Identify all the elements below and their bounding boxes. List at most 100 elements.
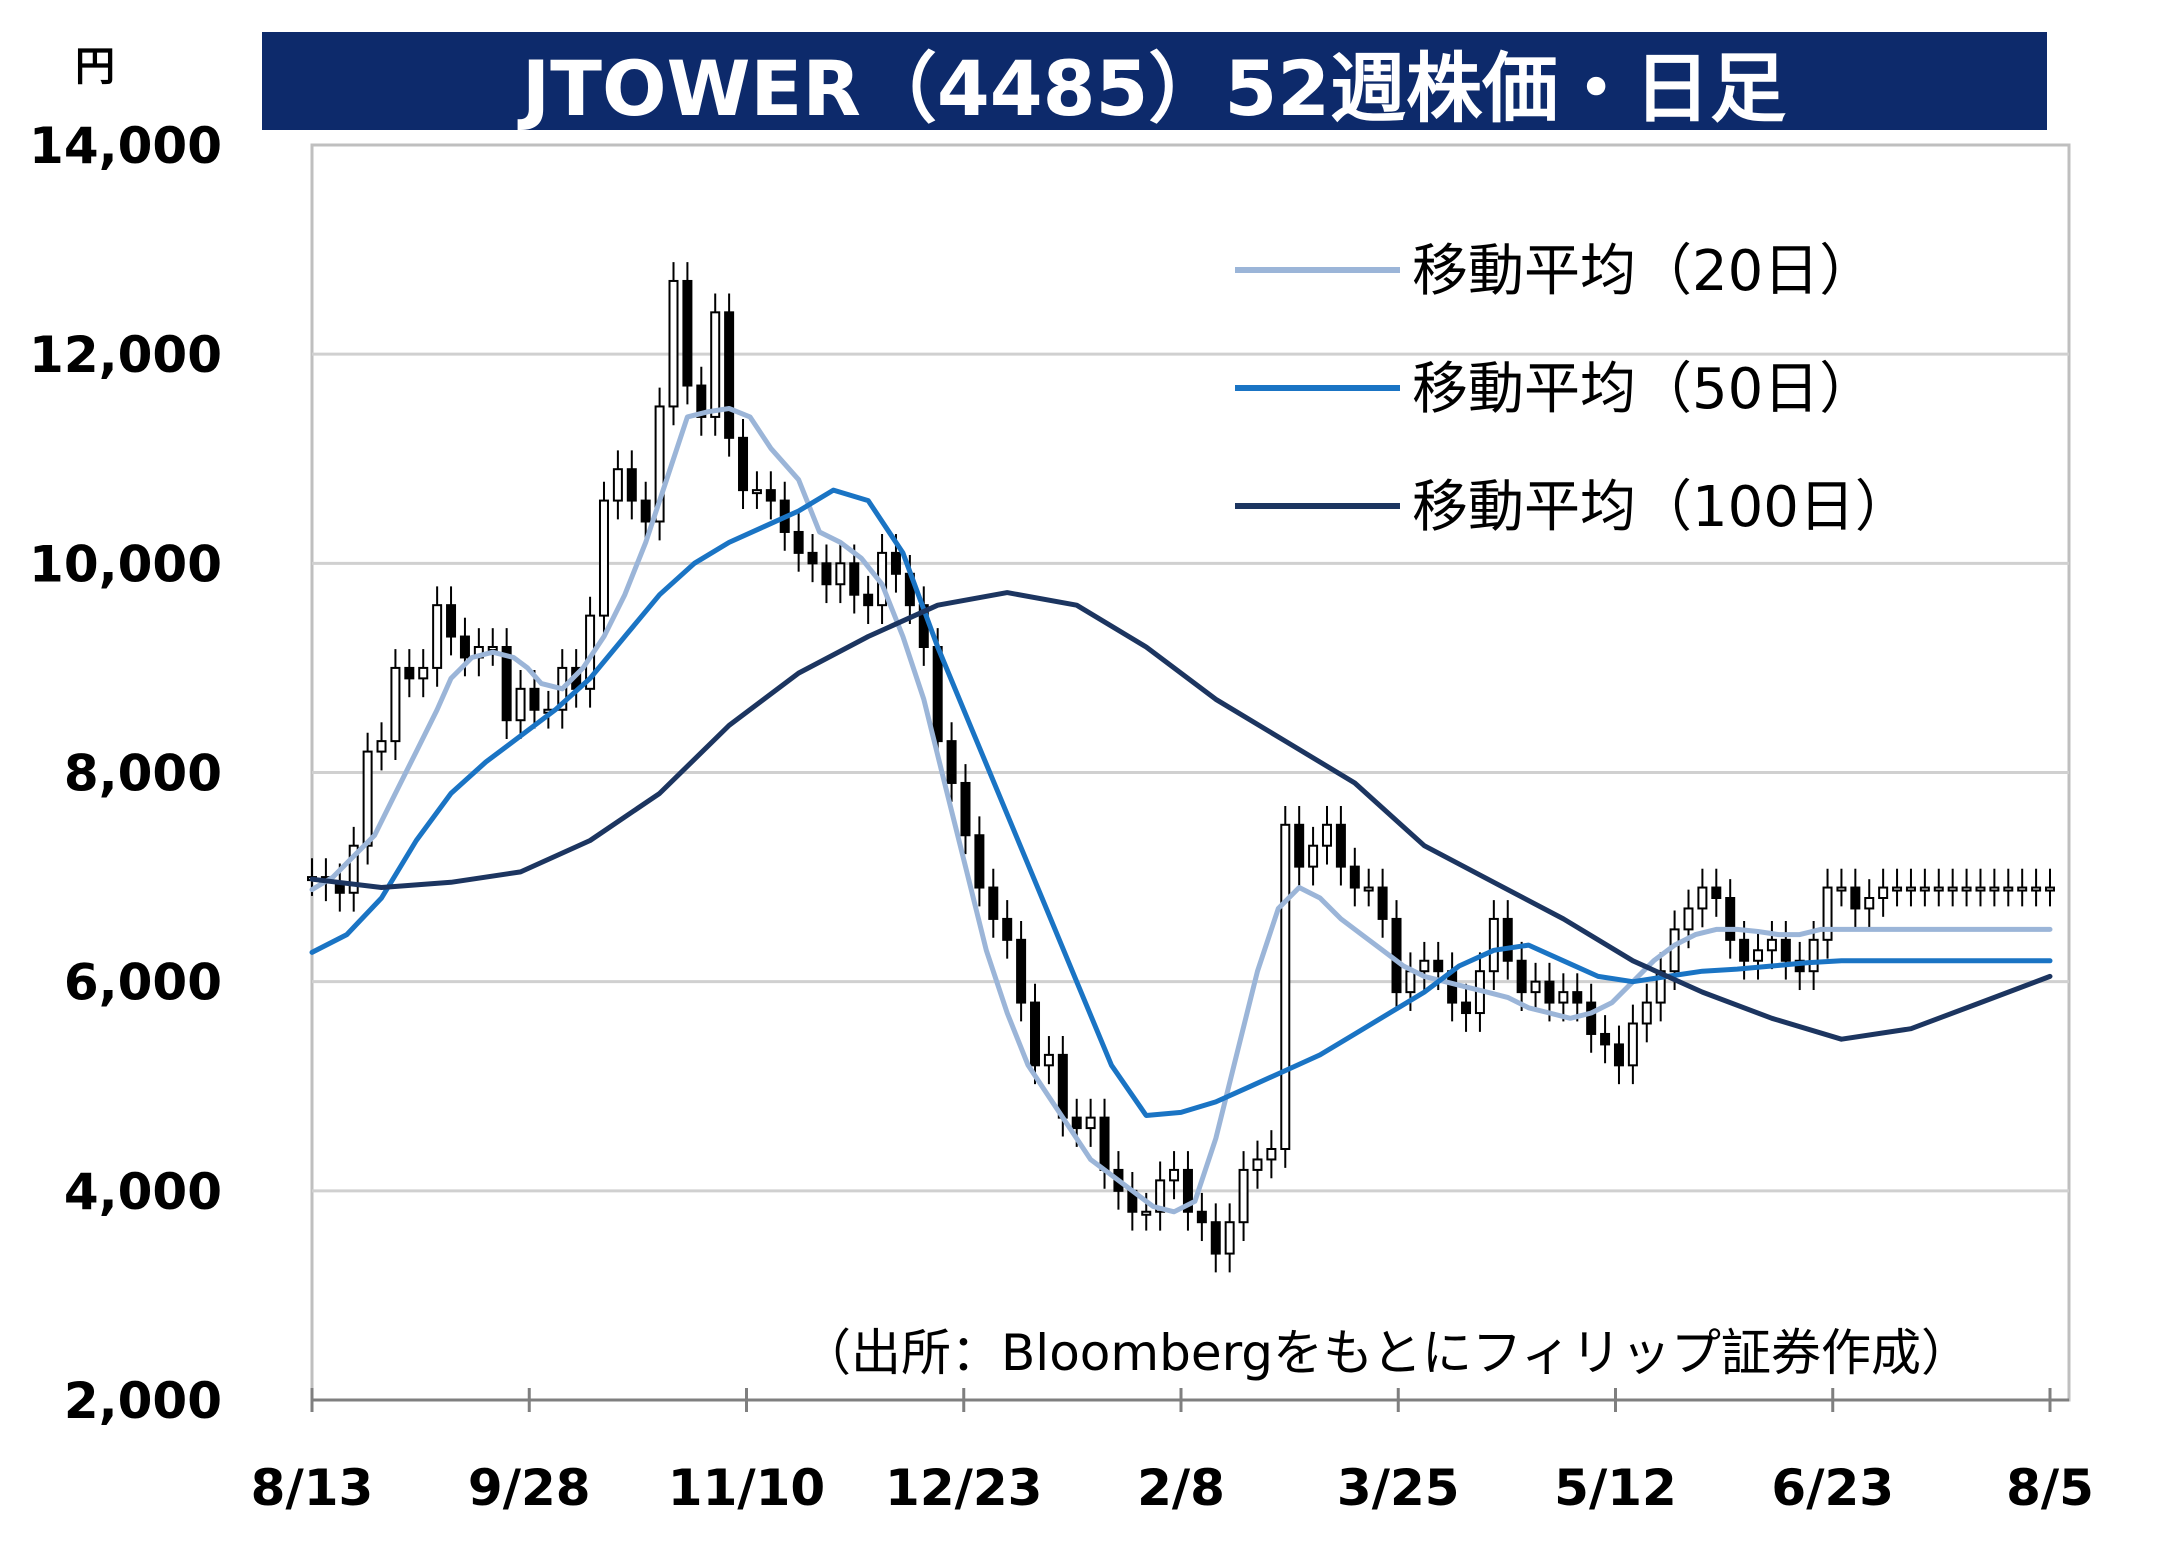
- source-note: （出所：Bloombergをもとにフィリップ証券作成）: [801, 1324, 1971, 1382]
- candle-body: [751, 489, 762, 495]
- candle-body: [1905, 886, 1916, 892]
- candle-body: [1516, 959, 1527, 994]
- candle-body: [1043, 1053, 1054, 1067]
- candle-body: [1182, 1168, 1193, 1213]
- candle-body: [946, 740, 957, 784]
- candle-body: [418, 666, 429, 680]
- x-tick-label: 9/28: [468, 1459, 591, 1517]
- candle-body: [738, 436, 749, 492]
- candle-body: [1530, 980, 1541, 994]
- grid-lines: [312, 352, 2069, 1193]
- candle-body: [1641, 1001, 1652, 1025]
- axes: 2,000 4,000 6,000 8,000 10,000 12,000 14,000 8/…: [29, 117, 2094, 1517]
- candle-body: [1864, 897, 1875, 910]
- candle-body: [1030, 1001, 1041, 1067]
- candle-body: [1780, 938, 1791, 962]
- candle-body: [1836, 886, 1847, 892]
- candle-body: [863, 593, 874, 607]
- candle-body: [404, 666, 415, 680]
- candle-body: [849, 562, 860, 596]
- candle-body: [2003, 886, 2014, 892]
- legend-label-ma50: 移動平均（50日）: [1412, 357, 1875, 422]
- candle-body: [2045, 886, 2055, 892]
- candle-body: [974, 834, 985, 889]
- candle-body: [1961, 886, 1972, 892]
- candle-body: [1308, 844, 1319, 868]
- y-tick-label: 2,000: [64, 1372, 222, 1430]
- x-tick-label: 8/13: [251, 1459, 374, 1517]
- series-line-ma50: [309, 487, 2053, 1118]
- candle-body: [1321, 823, 1332, 847]
- y-tick-label: 4,000: [64, 1163, 222, 1221]
- candle-body: [598, 499, 609, 617]
- candle-body: [1461, 1001, 1472, 1015]
- candle-body: [1349, 865, 1360, 889]
- candle-body: [821, 562, 832, 586]
- candle-body: [807, 551, 818, 565]
- candle-body: [1016, 938, 1027, 1004]
- legend-label-ma100: 移動平均（100日）: [1412, 475, 1911, 540]
- candle-body: [1989, 886, 2000, 892]
- legend-label-ma20: 移動平均（20日）: [1412, 239, 1875, 304]
- candle-body: [1892, 886, 1903, 892]
- candle-body: [1600, 1032, 1611, 1046]
- x-tick-label: 8/5: [2006, 1459, 2094, 1517]
- x-tick-label: 11/10: [668, 1459, 825, 1517]
- x-tick-label: 2/8: [1137, 1459, 1225, 1517]
- candle-body: [1919, 886, 1930, 892]
- candle-body: [1502, 917, 1513, 962]
- candle-body: [960, 781, 971, 837]
- candle-body: [1697, 886, 1708, 910]
- candle-body: [1419, 959, 1430, 973]
- candle-body: [640, 499, 651, 523]
- x-tick-label: 3/25: [1337, 1459, 1460, 1517]
- candle-body: [1155, 1179, 1166, 1213]
- series-line-ma20: [309, 406, 2053, 1215]
- y-tick-label: 10,000: [29, 535, 222, 593]
- candle-body: [1433, 959, 1444, 973]
- candle-body: [1335, 823, 1346, 868]
- y-tick-label: 8,000: [64, 745, 222, 803]
- candle-body: [1266, 1148, 1277, 1161]
- candle-body: [487, 646, 498, 651]
- candle-body: [1822, 886, 1833, 941]
- candle-body: [1725, 897, 1736, 941]
- candle-body: [765, 489, 776, 502]
- y-tick-label: 6,000: [64, 954, 222, 1012]
- candle-body: [1141, 1210, 1152, 1216]
- candle-body: [1405, 970, 1416, 994]
- candle-body: [362, 750, 373, 847]
- candle-body: [1544, 980, 1555, 1004]
- candle-body: [446, 604, 457, 638]
- candle-body: [1057, 1053, 1068, 1119]
- candle-body: [1878, 886, 1889, 900]
- x-tick-label: 5/12: [1554, 1459, 1677, 1517]
- y-tick-label: 12,000: [29, 326, 222, 384]
- legend: 移動平均（20日） 移動平均（50日） 移動平均（100日）: [1235, 239, 1911, 540]
- candle-body: [459, 635, 470, 659]
- candle-body: [432, 604, 443, 669]
- candle-body: [1238, 1168, 1249, 1224]
- candle-body: [1947, 886, 1958, 892]
- candlesticks: [307, 262, 2055, 1273]
- y-tick-label: 14,000: [29, 117, 222, 175]
- candle-body: [1683, 907, 1694, 931]
- candle-body: [1224, 1221, 1235, 1255]
- candle-body: [1808, 938, 1819, 973]
- candle-body: [390, 666, 401, 743]
- candle-body: [1766, 938, 1777, 952]
- candle-body: [1572, 991, 1583, 1004]
- candle-body: [1252, 1158, 1263, 1171]
- candle-body: [2031, 886, 2042, 892]
- candle-body: [696, 384, 707, 418]
- candle-body: [501, 646, 512, 722]
- candle-body: [682, 279, 693, 387]
- series-line-ma100: [309, 590, 2053, 1042]
- candle-body: [1210, 1221, 1221, 1255]
- candle-body: [932, 646, 943, 743]
- candle-body: [988, 886, 999, 920]
- candle-body: [1377, 886, 1388, 920]
- candle-body: [626, 468, 637, 502]
